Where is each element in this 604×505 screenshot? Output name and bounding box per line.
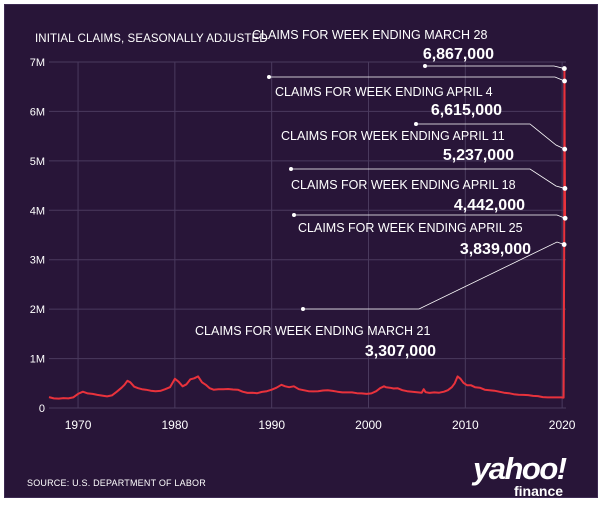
x-tick-label: 2020 [549, 418, 576, 432]
annotation-value: 6,615,000 [431, 102, 502, 119]
annotation-leader-dot [267, 75, 271, 79]
logo-subtext: finance [514, 483, 564, 499]
y-axis-title: INITIAL CLAIMS, SEASONALLY ADJUSTED [35, 33, 268, 45]
claims-line [48, 67, 567, 400]
annotation-value: 3,839,000 [460, 241, 531, 258]
annotation-label: CLAIMS FOR WEEK ENDING MARCH 28 [252, 28, 487, 42]
annotation-value: 6,867,000 [423, 46, 494, 63]
chart: 0 1M 2M 3M 4M 5M 6M 7M 1970 1980 1990 2000 2010 2020 C… [30, 28, 576, 432]
y-tick-label: 0 [39, 403, 45, 415]
x-tick-label: 1980 [162, 418, 189, 432]
annotation-leader-dot [301, 307, 305, 311]
annotation-label: CLAIMS FOR WEEK ENDING APRIL 18 [291, 178, 516, 192]
y-tick-label: 5M [30, 156, 45, 168]
annotation-leader-dot [423, 64, 427, 68]
annotation-leader-line [416, 123, 565, 150]
annotation-label: CLAIMS FOR WEEK ENDING APRIL 4 [275, 85, 493, 99]
chart-card: 0 1M 2M 3M 4M 5M 6M 7M 1970 1980 1990 2000 2010 2020 C… [4, 4, 598, 498]
annotation-label: CLAIMS FOR WEEK ENDING MARCH 21 [195, 324, 430, 338]
annotation-value: 4,442,000 [454, 197, 525, 214]
y-tick-label: 2M [30, 304, 45, 316]
annotation-leader-line [425, 65, 565, 69]
y-tick-label: 4M [30, 205, 45, 217]
annotation-leader-dot [289, 167, 293, 171]
annotation-point-dot [562, 78, 567, 84]
x-tick-label: 1990 [258, 418, 285, 432]
annotation-point-dot [562, 186, 568, 191]
annotation-label: CLAIMS FOR WEEK ENDING APRIL 25 [298, 221, 523, 235]
annotation-leader-line [269, 76, 565, 82]
annotation-value: 5,237,000 [443, 147, 514, 164]
y-tick-label: 1M [30, 354, 45, 366]
annotation-leader-dot [292, 213, 296, 217]
x-tick-label: 1970 [65, 418, 92, 432]
source-note: SOURCE: U.S. DEPARTMENT OF LABOR [27, 478, 206, 488]
annotation-leader-dot [414, 122, 418, 126]
y-tick-label: 6M [30, 106, 45, 118]
annotation-point-dot [562, 215, 568, 221]
annotation-point-dot [561, 66, 567, 71]
annotation-leader-line [303, 241, 565, 310]
annotation-point-dot [562, 146, 568, 152]
annotation-leader-line [294, 214, 566, 219]
yahoo-finance-logo: yahoo! finance [473, 451, 567, 498]
logo-wordmark: yahoo! [473, 451, 567, 486]
annotation-point-dot [561, 242, 567, 247]
annotation-leader-line [291, 168, 566, 189]
annotation-value: 3,307,000 [365, 343, 436, 360]
y-tick-label: 7M [30, 57, 45, 69]
y-tick-label: 3M [30, 255, 45, 267]
x-tick-label: 2000 [355, 418, 382, 432]
x-tick-label: 2010 [452, 418, 479, 432]
annotation-label: CLAIMS FOR WEEK ENDING APRIL 11 [281, 129, 505, 143]
